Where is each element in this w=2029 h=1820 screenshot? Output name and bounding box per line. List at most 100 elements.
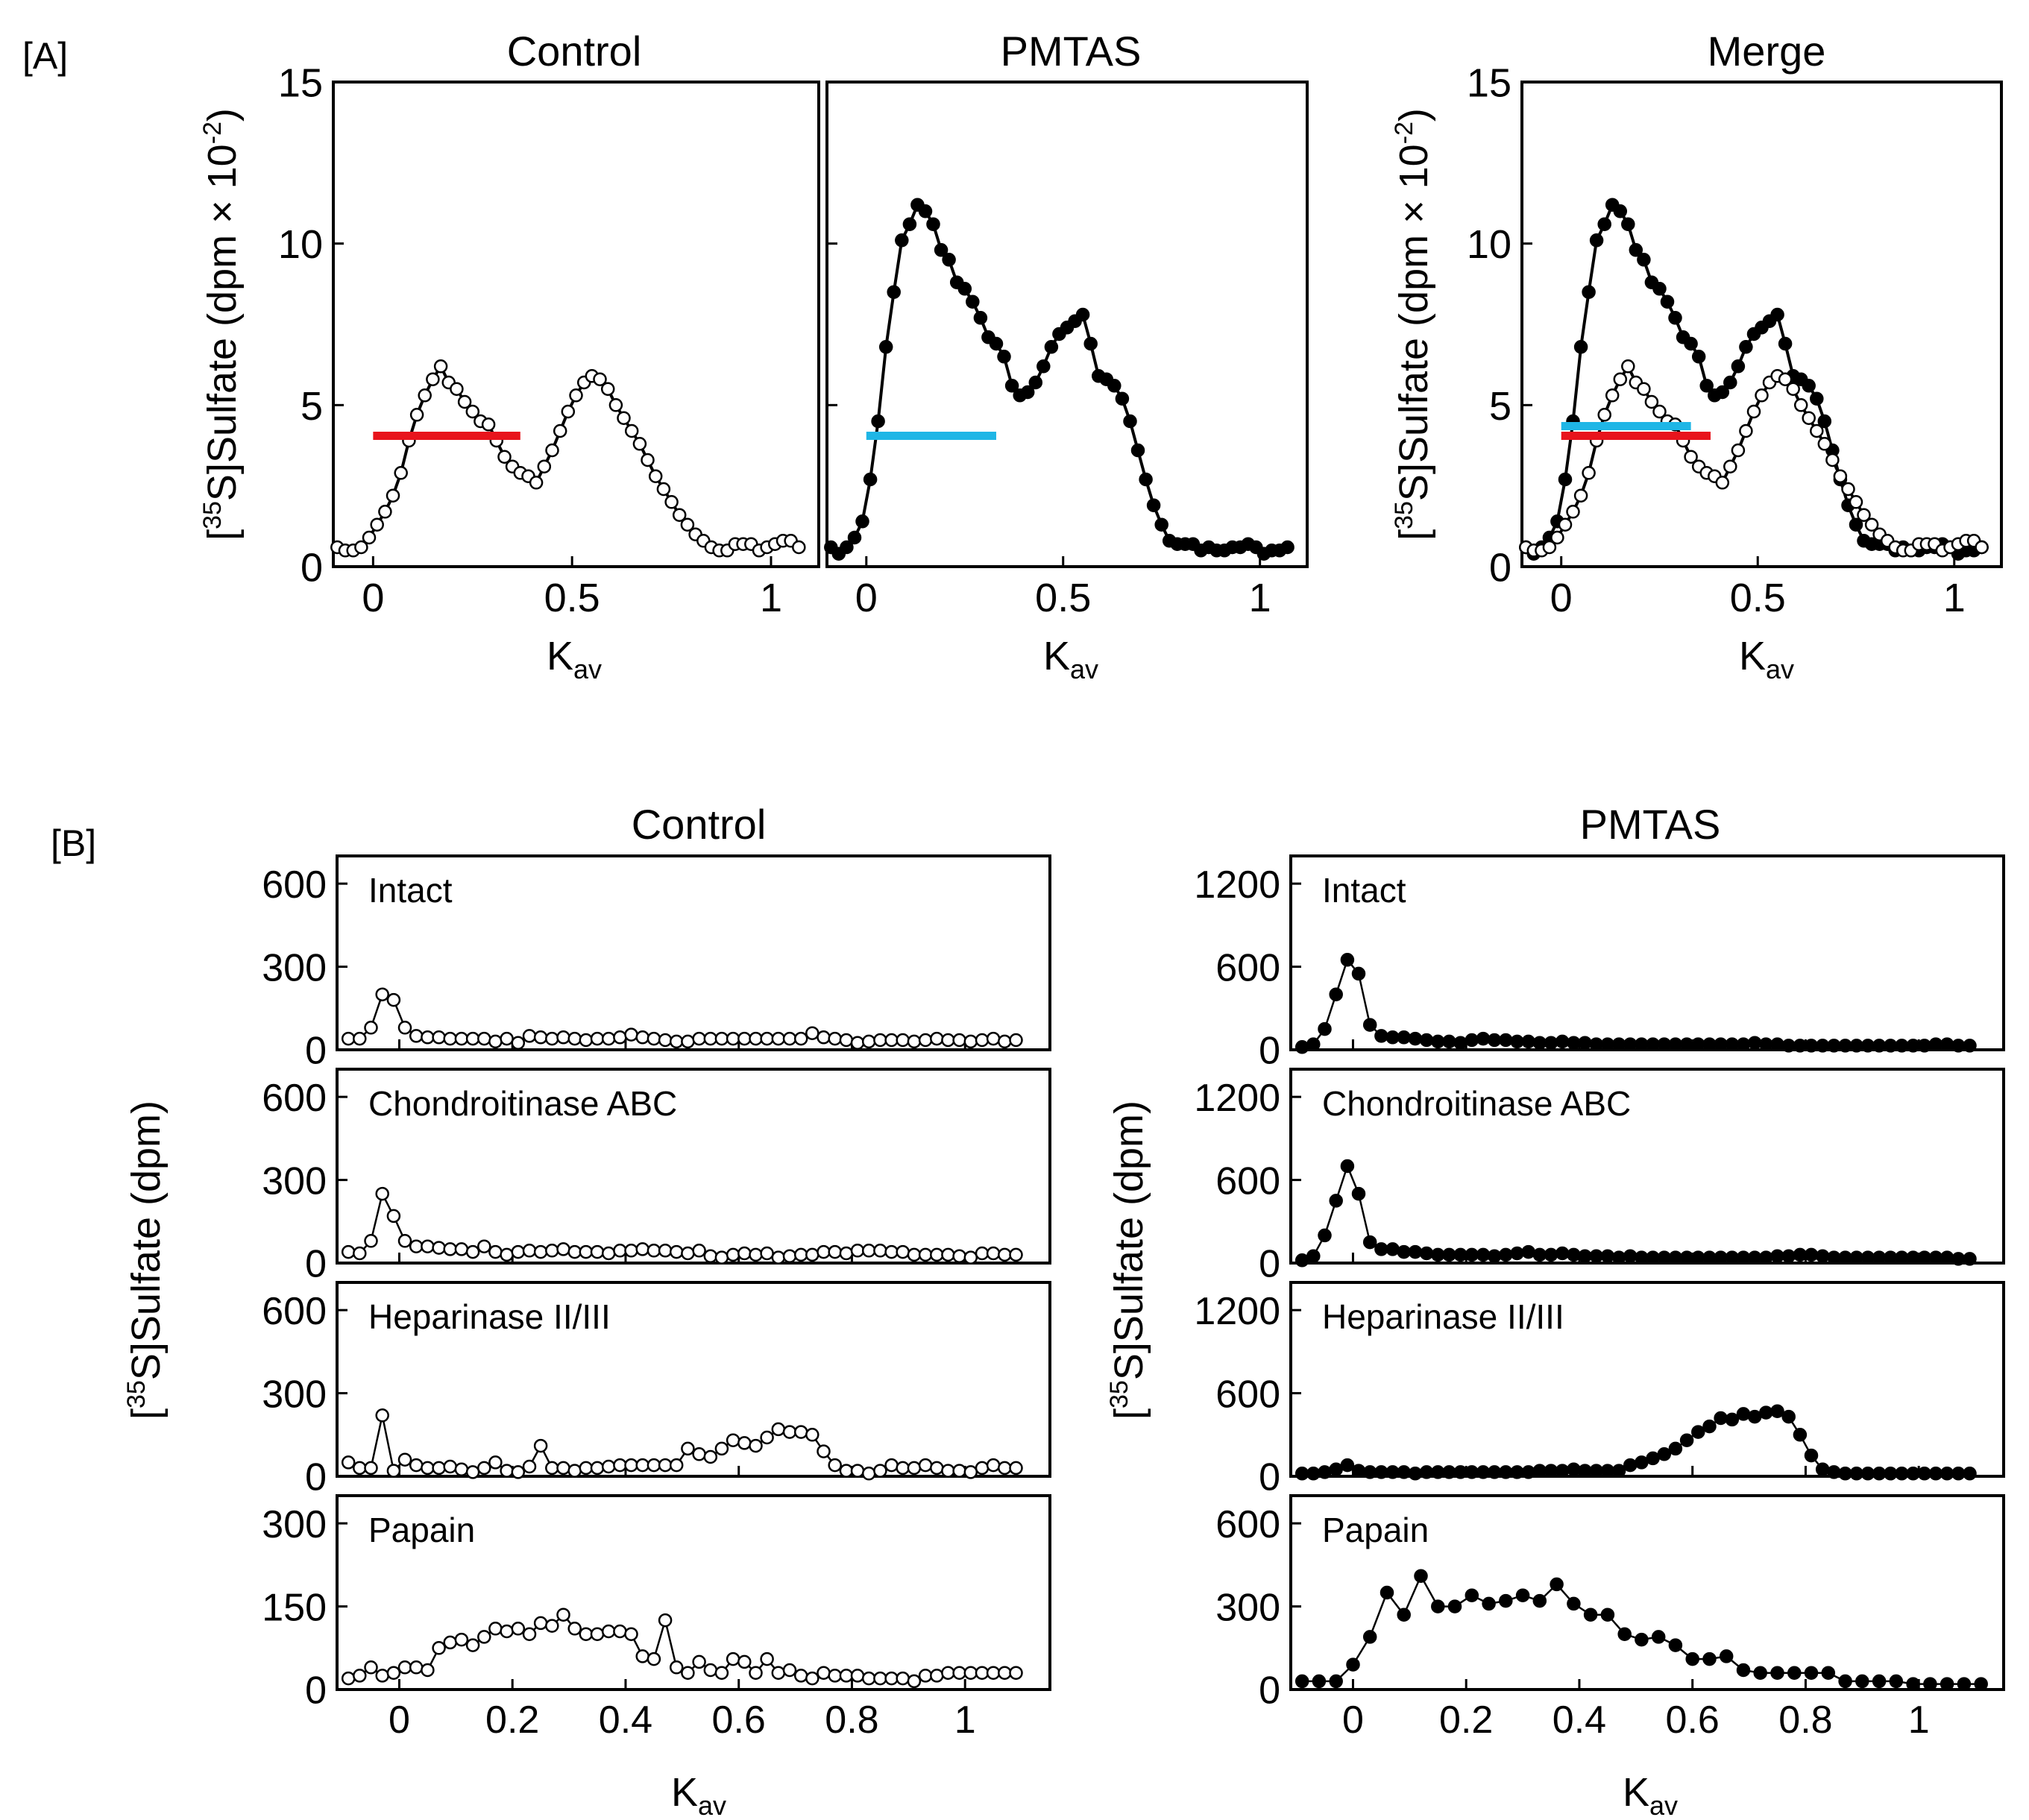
ylabel-b-control: [35S]Sulfate (dpm) — [122, 1100, 169, 1420]
ylabel-a-merge-exp: -2 — [1390, 122, 1418, 144]
xlabel-a-pmtas: Kav — [1043, 634, 1098, 684]
plot-b-control-papain-point — [873, 1671, 887, 1686]
plot-b-control-chondroitinase-point — [737, 1246, 752, 1261]
plot-a-pmtas-point — [1036, 359, 1051, 374]
plot-b-control-chondroitinase-point — [726, 1247, 740, 1262]
plot-a-merge-point — [1723, 459, 1737, 473]
plot-a-merge-point — [1621, 217, 1635, 231]
plot-a-pmtas-point — [989, 336, 1004, 351]
plot-b-pmtas-heparinase-point — [1362, 1465, 1377, 1479]
plot-b-pmtas-papain-point — [1550, 1577, 1564, 1592]
plot-b-control-intact-point — [760, 1031, 774, 1046]
plot-b-control-intact-point — [692, 1031, 706, 1046]
plot-a-pmtas-point — [1020, 385, 1035, 400]
plot-a-merge-point — [1731, 443, 1746, 458]
plot-b-control-papain-point — [567, 1622, 582, 1636]
plot-a-control-point — [600, 382, 615, 396]
plot-b-pmtas-heparinase-point — [1884, 1467, 1898, 1481]
plot-b-control-heparinase-point — [590, 1461, 605, 1476]
plot-b-pmtas-papain-point — [1397, 1608, 1411, 1622]
plot-b-pmtas-heparinase-point — [1442, 1465, 1456, 1479]
plot-b-pmtas-intact-point — [1623, 1037, 1638, 1051]
xlabel-a-pmtas-k: K — [1043, 634, 1070, 678]
plot-b-control-chondroitinase-point — [522, 1244, 537, 1258]
xlabel-a-pmtas-sub: av — [1070, 654, 1098, 684]
plot-a-control-point — [792, 540, 806, 555]
plot-a-merge-point — [1652, 282, 1667, 296]
plot-b-control-heparinase-point — [873, 1464, 887, 1478]
plot-b-pmtas-papain-point — [1889, 1674, 1904, 1689]
xlabel-b-pmtas: Kav — [1623, 1770, 1678, 1820]
panel-a-label: [A] — [22, 35, 68, 77]
plot-b-pmtas-papain-point — [1617, 1627, 1632, 1641]
plot-b-control-heparinase-point — [658, 1458, 673, 1473]
plot-b-control-chondroitinase-point — [828, 1244, 842, 1259]
plot-b-pmtas-papain-point — [1312, 1674, 1327, 1689]
plot-b-control-heparinase-point — [511, 1465, 526, 1479]
ylabel-a-left-sup: 35 — [198, 501, 227, 529]
plot-b-control-intact-point — [963, 1034, 978, 1049]
plot-b-control-papain-point — [658, 1613, 673, 1628]
plot-b-control-chondroitinase-point — [805, 1247, 820, 1262]
plot-a-control-point — [561, 404, 576, 419]
plot-b-pmtas-chondroitinase-point — [1679, 1250, 1694, 1265]
plot-b-pmtas-chondroitinase-point — [1611, 1250, 1626, 1265]
title-a-merge: Merge — [1708, 28, 1826, 75]
plot-a-merge-point — [1668, 311, 1682, 325]
plot-a-merge-series-1-line — [1525, 365, 1983, 552]
plot-b-control-papain-xtick-label: 0.4 — [599, 1698, 652, 1742]
ylabel-a-merge-sup: 35 — [1390, 501, 1418, 529]
plot-b-control-papain-point — [726, 1651, 740, 1666]
plot-b-control-intact-point — [714, 1031, 729, 1046]
title-b-pmtas: PMTAS — [1580, 801, 1721, 848]
plot-b-control-intact-point — [850, 1036, 865, 1050]
plot-b-control-papain-point — [465, 1638, 480, 1652]
plot-b-control-papain-ytick-label: 300 — [262, 1503, 327, 1546]
plot-a-control-point — [680, 517, 695, 532]
plot-b-control-heparinase-point — [839, 1464, 854, 1478]
plot-b-control-papain-point — [749, 1666, 763, 1680]
plot-b-control-papain-point — [624, 1627, 638, 1641]
plot-b-pmtas-intact-ytick-label: 1200 — [1194, 863, 1280, 907]
plot-a-control-point — [617, 411, 631, 425]
plot-b-pmtas-intact-point — [1906, 1039, 1920, 1053]
plot-b-pmtas-intact-point — [1567, 1036, 1581, 1050]
plot-a-control-frame — [332, 81, 820, 568]
plot-b-pmtas-intact-point — [1306, 1037, 1321, 1051]
plot-b-pmtas-papain-point — [1567, 1596, 1581, 1611]
plot-b-pmtas-papain-point — [1685, 1651, 1699, 1666]
plot-a-pmtas-xtick-label: 0.5 — [1035, 576, 1091, 620]
plot-a-pmtas-point — [966, 295, 980, 309]
plot-a-merge-point — [1849, 495, 1863, 509]
plot-a-control-point — [433, 359, 448, 374]
plot-b-pmtas-intact-point — [1940, 1037, 1954, 1051]
plot-a-merge-point — [1841, 482, 1855, 497]
plot-b-pmtas-chondroitinase-point — [1408, 1244, 1423, 1259]
plot-b-control-heparinase-point — [454, 1462, 469, 1476]
plot-b-control-heparinase-point — [998, 1461, 1012, 1476]
plot-b-pmtas-intact-point — [1397, 1030, 1411, 1045]
plot-b-pmtas-chondroitinase-point — [1351, 1186, 1366, 1201]
plot-b-control-intact-point — [590, 1031, 605, 1046]
plot-b-control-papain-point — [963, 1666, 978, 1680]
plot-b-control-papain-point — [1009, 1666, 1023, 1680]
plot-b-pmtas-intact-point — [1657, 1037, 1672, 1051]
title-a-pmtas: PMTAS — [1001, 28, 1142, 75]
plot-b-control-papain-point — [896, 1671, 910, 1686]
ylabel-b-control-sup: 35 — [122, 1380, 151, 1408]
plot-b-pmtas-heparinase-point — [1544, 1464, 1558, 1478]
plot-a-merge-xtick-label: 1 — [1943, 576, 1966, 620]
plot-b-control-papain-frame — [336, 1494, 1051, 1691]
plot-b-control-chondroitinase-point — [545, 1244, 559, 1258]
plot-b-pmtas-chondroitinase-point — [1759, 1250, 1773, 1265]
plot-b-pmtas-intact-point — [1691, 1037, 1705, 1051]
plot-b-pmtas-papain-ytick-label: 0 — [1259, 1669, 1280, 1713]
plot-b-pmtas-chondroitinase-point — [1668, 1250, 1683, 1265]
xlabel-a-merge-sub: av — [1766, 654, 1794, 684]
plot-b-pmtas-heparinase-point — [1849, 1467, 1863, 1481]
plot-a-control-point — [386, 488, 400, 503]
plot-b-control-heparinase-ytick-label: 600 — [262, 1290, 327, 1333]
xlabel-b-control: Kav — [671, 1770, 726, 1820]
plot-a-pmtas-point — [878, 340, 893, 354]
plot-a-merge-point — [1723, 375, 1737, 390]
